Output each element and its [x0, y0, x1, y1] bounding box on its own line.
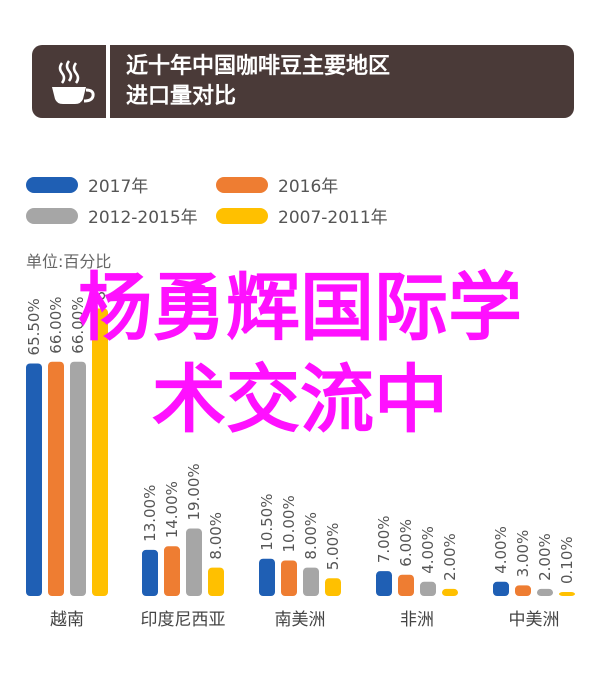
- data-label: 13.00%: [141, 485, 159, 542]
- unit-label: 单位:百分比: [26, 252, 112, 271]
- data-label: 66.00%: [69, 296, 87, 353]
- data-label: 8: [91, 291, 109, 301]
- bar-4-1: [515, 585, 531, 596]
- data-label: 4.00%: [419, 526, 437, 574]
- bar-4-3: [559, 592, 575, 596]
- data-label: 8.00%: [207, 512, 225, 560]
- category-label: 南美洲: [275, 610, 326, 630]
- header-icon-box: [32, 45, 106, 118]
- data-label: 66.00%: [47, 296, 65, 353]
- bar-2-1: [281, 560, 297, 596]
- chart-title: 近十年中国咖啡豆主要地区 进口量对比: [110, 45, 574, 118]
- bar-1-0: [142, 549, 158, 596]
- bar-1-2: [186, 528, 202, 596]
- data-label: 6.00%: [397, 519, 415, 567]
- data-label: 7.00%: [375, 515, 393, 563]
- data-label: 5.00%: [324, 523, 342, 571]
- bar-3-0: [376, 571, 392, 596]
- overlay-line-1: 杨勇辉国际学: [78, 265, 522, 351]
- coffee-cup-icon: [52, 60, 95, 104]
- data-label: 2.00%: [536, 533, 554, 581]
- data-label: 8.00%: [302, 512, 320, 560]
- overlay-line-2: 术交流中: [152, 357, 448, 443]
- data-label: 14.00%: [163, 481, 181, 538]
- bar-4-2: [537, 588, 553, 596]
- bar-3-3: [442, 588, 458, 596]
- bar-0-3: [92, 308, 108, 596]
- data-label: 65.50%: [25, 298, 43, 355]
- category-label: 越南: [50, 610, 84, 630]
- bar-1-1: [164, 546, 180, 596]
- bar-0-2: [70, 361, 86, 596]
- data-label: 0.10%: [558, 536, 576, 584]
- bar-0-0: [26, 363, 42, 596]
- bar-4-0: [493, 581, 509, 596]
- watermark-overlay: 杨勇辉国际学 术交流中: [0, 262, 600, 446]
- data-label: 2.00%: [441, 533, 459, 581]
- data-label: 3.00%: [514, 530, 532, 578]
- category-label: 印度尼西亚: [141, 610, 226, 630]
- bar-0-1: [48, 361, 64, 596]
- data-label: 10.00%: [280, 495, 298, 552]
- bar-2-3: [325, 578, 341, 596]
- bar-2-2: [303, 567, 319, 596]
- data-label: 4.00%: [492, 526, 510, 574]
- category-label: 非洲: [400, 610, 434, 630]
- title-line-1: 近十年中国咖啡豆主要地区: [126, 54, 391, 79]
- bar-3-2: [420, 581, 436, 596]
- data-label: 10.50%: [258, 494, 276, 551]
- data-label: 19.00%: [185, 463, 203, 520]
- bar-2-0: [259, 558, 275, 596]
- chart-header: 近十年中国咖啡豆主要地区 进口量对比: [32, 45, 574, 118]
- bar-1-3: [208, 567, 224, 596]
- category-label: 中美洲: [509, 610, 560, 630]
- title-line-2: 进口量对比: [126, 84, 237, 109]
- bar-3-1: [398, 574, 414, 596]
